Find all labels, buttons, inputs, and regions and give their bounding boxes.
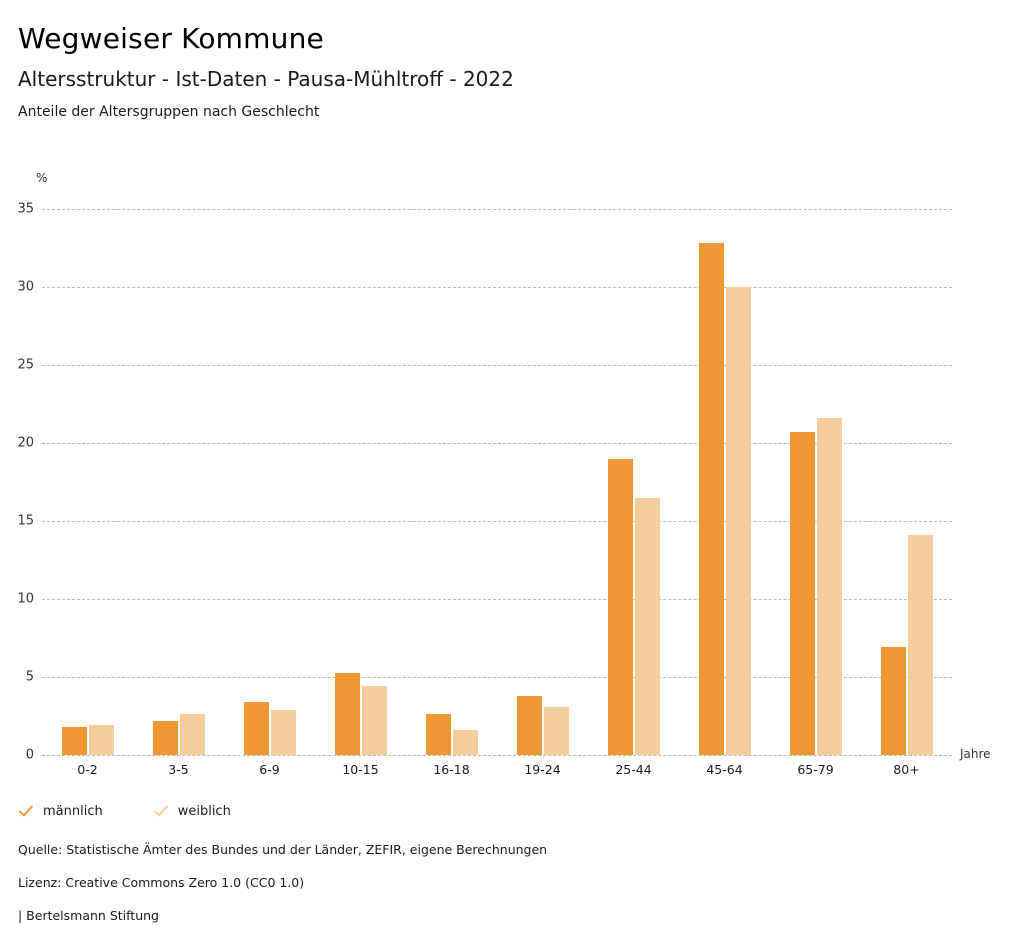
x-axis-tick-label: 16-18 [433, 762, 470, 777]
bar-group [789, 209, 842, 755]
bar-group [516, 209, 569, 755]
x-axis-tick-label: 25-44 [615, 762, 652, 777]
chart-footer: Quelle: Statistische Ämter des Bundes un… [18, 842, 998, 941]
y-axis-ticks: 0 5 10 15 20 25 30 35 [0, 202, 34, 763]
chart-header: Wegweiser Kommune Altersstruktur - Ist-D… [18, 0, 1008, 120]
license-text: Lizenz: Creative Commons Zero 1.0 (CC0 1… [18, 875, 305, 890]
gridline [42, 677, 952, 678]
legend-label: weiblich [177, 803, 231, 819]
bar-weiblich-19-24[interactable] [543, 706, 569, 755]
bar-männlich-10-15[interactable] [334, 673, 360, 755]
bar-weiblich-6-9[interactable] [270, 709, 296, 755]
bar-group [698, 209, 751, 755]
gridline [42, 209, 952, 210]
x-axis-tick-label: 6-9 [259, 762, 280, 777]
legend-label: männlich [43, 803, 103, 819]
bar-weiblich-16-18[interactable] [452, 730, 478, 755]
legend-item-weiblich[interactable]: weiblich [153, 803, 231, 819]
y-axis-tick-label: 0 [25, 747, 34, 763]
check-icon[interactable] [18, 803, 34, 819]
bar-group [243, 209, 296, 755]
y-axis-tick-label: 10 [17, 591, 34, 607]
bar-männlich-25-44[interactable] [607, 458, 633, 755]
y-axis-tick-label: 15 [17, 513, 34, 529]
bar-group [425, 209, 478, 755]
x-axis-tick-label: 45-64 [706, 762, 743, 777]
x-axis-tick-label: 80+ [893, 762, 920, 777]
x-axis-tick-label: 0-2 [77, 762, 98, 777]
bar-weiblich-0-2[interactable] [88, 725, 114, 755]
legend-item-männlich[interactable]: männlich [18, 803, 103, 819]
bar-männlich-19-24[interactable] [516, 695, 542, 755]
source-text: Quelle: Statistische Ämter des Bundes un… [18, 842, 548, 857]
bar-weiblich-45-64[interactable] [725, 287, 751, 755]
x-axis-tick-label: 65-79 [797, 762, 834, 777]
bar-group [880, 209, 933, 755]
bar-männlich-80+[interactable] [880, 647, 906, 755]
chart-subtitle: Altersstruktur - Ist-Daten - Pausa-Mühlt… [18, 67, 514, 91]
bar-chart: % Jahre 0 5 10 15 20 25 30 35 0-2 3-5 6-9 10-15 16-… [0, 171, 991, 786]
gridline [42, 287, 952, 288]
bar-group [334, 209, 387, 755]
plot-bars [42, 209, 952, 755]
gridline [42, 443, 952, 444]
bar-weiblich-25-44[interactable] [634, 497, 660, 755]
gridline [42, 521, 952, 522]
chart-legend: männlich weiblich [18, 803, 281, 819]
bar-männlich-6-9[interactable] [243, 701, 269, 755]
bar-weiblich-10-15[interactable] [361, 686, 387, 755]
x-axis-unit-label: Jahre [960, 747, 991, 761]
bar-group [152, 209, 205, 755]
gridline [42, 599, 952, 600]
page-title: Wegweiser Kommune [18, 22, 324, 55]
check-icon[interactable] [153, 803, 169, 819]
bar-männlich-45-64[interactable] [698, 243, 724, 755]
gridline [42, 365, 952, 366]
x-axis-ticks: 0-2 3-5 6-9 10-15 16-18 19-24 25-44 45-64 65-79 8… [42, 762, 952, 786]
bar-männlich-3-5[interactable] [152, 720, 178, 755]
bar-weiblich-3-5[interactable] [179, 714, 205, 755]
publisher-text: | Bertelsmann Stiftung [18, 908, 159, 923]
bar-männlich-0-2[interactable] [61, 726, 87, 755]
bar-weiblich-80+[interactable] [907, 535, 933, 755]
y-axis-tick-label: 5 [25, 669, 34, 685]
y-axis-tick-label: 35 [17, 201, 34, 217]
bar-group [61, 209, 114, 755]
bar-männlich-65-79[interactable] [789, 432, 815, 755]
bar-männlich-16-18[interactable] [425, 714, 451, 755]
y-axis-tick-label: 25 [17, 357, 34, 373]
y-axis-tick-label: 30 [17, 279, 34, 295]
gridline [42, 755, 952, 756]
x-axis-tick-label: 19-24 [524, 762, 561, 777]
x-axis-tick-label: 10-15 [342, 762, 379, 777]
plot-gridlines [42, 209, 952, 756]
bar-group [607, 209, 660, 755]
bar-weiblich-65-79[interactable] [816, 418, 842, 755]
y-axis-tick-label: 20 [17, 435, 34, 451]
chart-description: Anteile der Altersgruppen nach Geschlech… [18, 104, 320, 120]
y-axis-unit-label: % [36, 171, 48, 185]
x-axis-tick-label: 3-5 [168, 762, 189, 777]
